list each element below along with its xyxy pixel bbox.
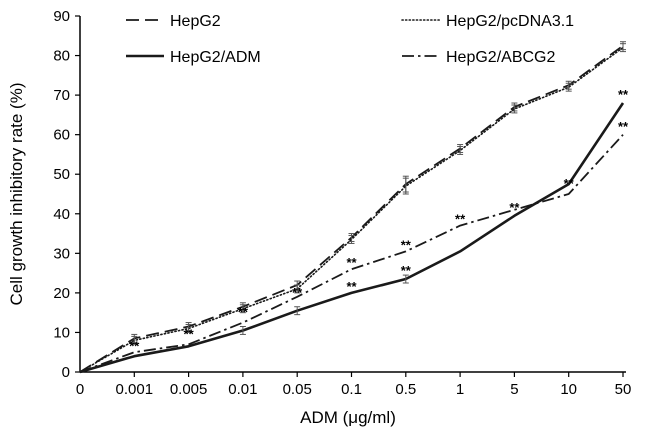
legend-item: HepG2/pcDNA3.1	[401, 13, 574, 30]
y-tick-label: 90	[53, 8, 70, 25]
x-tick-label: 1	[456, 381, 464, 398]
error-bar	[402, 177, 409, 195]
series-group	[79, 41, 626, 374]
y-tick-label: 80	[53, 48, 70, 65]
series-hepg2	[79, 41, 626, 373]
error-bar	[294, 284, 301, 294]
significance-marker: **	[292, 285, 303, 300]
series-line	[79, 134, 624, 373]
y-tick-label: 40	[53, 206, 70, 223]
series-hepg2-adm	[79, 102, 625, 374]
legend-item: HepG2/ABCG2	[402, 49, 555, 66]
y-ticks: 0 10 20 30 40 50 60 70 80 90	[53, 8, 80, 381]
significance-marker: **	[184, 326, 195, 341]
legend-label: HepG2	[170, 13, 221, 30]
error-bar	[457, 146, 464, 155]
error-bar	[239, 326, 246, 335]
axes	[79, 16, 626, 373]
error-bar	[402, 274, 409, 284]
x-tick-label: 0	[76, 381, 84, 398]
error-bar	[348, 235, 355, 244]
legend-label: HepG2/pcDNA3.1	[446, 13, 574, 30]
error-bar	[239, 304, 246, 314]
significance-annotations: ** ** ** ** ** ** ** ** ** ** ** ** **	[129, 87, 629, 353]
y-tick-label: 10	[53, 324, 70, 341]
significance-marker: **	[401, 237, 412, 252]
x-tick-label: 0.01	[228, 381, 257, 398]
legend-item: HepG2/ADM	[126, 49, 261, 66]
series-line	[79, 46, 624, 373]
y-tick-label: 0	[62, 364, 70, 381]
legend-item: HepG2	[126, 13, 221, 30]
error-bar	[131, 335, 138, 345]
error-bar	[565, 82, 572, 92]
x-tick-label: 0.005	[170, 381, 208, 398]
y-tick-label: 60	[53, 127, 70, 144]
x-tick-label: 0.5	[395, 381, 416, 398]
error-bar	[620, 43, 626, 53]
x-tick-label: 0.05	[283, 381, 312, 398]
x-tick-label: 5	[510, 381, 518, 398]
legend-label: HepG2/ABCG2	[446, 49, 555, 66]
series-line	[79, 44, 624, 373]
significance-marker: **	[618, 119, 629, 134]
x-tick-label: 0.001	[116, 381, 154, 398]
significance-marker: **	[509, 200, 520, 215]
significance-marker: **	[238, 305, 249, 320]
series-hepg2-pcdna3-1	[79, 43, 626, 373]
y-tick-label: 20	[53, 285, 70, 302]
legend-label: HepG2/ADM	[170, 49, 261, 66]
significance-marker: **	[129, 338, 140, 353]
x-axis-title: ADM (μg/ml)	[300, 408, 396, 427]
error-bar	[511, 104, 518, 114]
legend: HepG2 HepG2/pcDNA3.1 HepG2/ADM HepG2/ABCG2	[126, 13, 574, 66]
x-ticks: 0 0.001 0.005 0.01 0.05 0.1 0.5 1 5 10 50	[76, 372, 632, 398]
significance-marker: **	[401, 263, 412, 278]
significance-marker: **	[455, 212, 466, 227]
significance-marker: **	[346, 255, 357, 270]
x-tick-label: 0.1	[341, 381, 362, 398]
y-axis-title: Cell growth inhibitory rate (%)	[7, 83, 26, 306]
significance-marker: **	[564, 176, 575, 191]
x-tick-label: 10	[560, 381, 577, 398]
y-tick-label: 70	[53, 87, 70, 104]
series-line	[79, 102, 625, 374]
error-bar	[294, 306, 301, 316]
significance-marker: **	[346, 279, 357, 294]
significance-marker: **	[618, 87, 629, 102]
y-tick-label: 50	[53, 166, 70, 183]
y-tick-label: 30	[53, 245, 70, 262]
series-hepg2-abcg2	[79, 134, 624, 373]
error-bar	[185, 324, 192, 333]
x-tick-label: 50	[615, 381, 632, 398]
